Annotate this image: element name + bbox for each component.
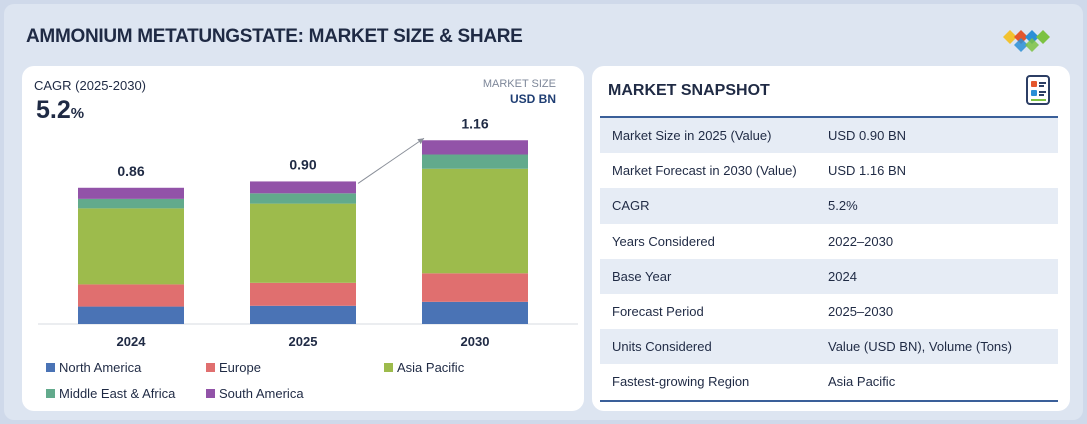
snapshot-row: Market Forecast in 2030 (Value) USD 1.16 … (600, 153, 1058, 189)
brand-logo-icon (1003, 30, 1050, 52)
legend-item: North America (46, 360, 141, 375)
snapshot-key: Years Considered (612, 233, 715, 249)
legend-item: South America (206, 386, 304, 401)
snapshot-value: 2025–2030 (828, 304, 894, 320)
cagr-number: 5.2 (36, 96, 71, 124)
x-tick-2025: 2025 (289, 334, 318, 349)
snapshot-key: Forecast Period (612, 304, 704, 320)
snapshot-key: CAGR (612, 198, 650, 214)
snapshot-key: Fastest-growing Region (612, 374, 750, 390)
snapshot-value: 5.2% (828, 198, 858, 214)
snapshot-key: Market Size in 2025 (Value) (612, 128, 772, 144)
snapshot-key: Base Year (612, 268, 672, 284)
bar-segment-2025-1 (250, 282, 356, 306)
page-title: AMMONIUM METATUNGSTATE: MARKET SIZE & SH… (26, 26, 523, 47)
cagr-value: 5.2% (36, 96, 84, 125)
x-tick-2024: 2024 (117, 334, 147, 349)
report-document-icon (1026, 75, 1050, 105)
snapshot-row: Market Size in 2025 (Value) USD 0.90 BN (600, 118, 1058, 154)
bar-segment-2025-4 (250, 181, 356, 194)
market-size-unit: USD BN (509, 92, 556, 106)
bar-segment-2030-0 (422, 301, 528, 324)
snapshot-row: Base Year 2024 (600, 258, 1058, 294)
legend-label: South America (219, 386, 304, 401)
bar-segment-2025-2 (250, 203, 356, 283)
legend-item: Asia Pacific (384, 360, 464, 375)
chart-legend: North America Europe Asia Pacific Middle Ea… (46, 356, 566, 410)
snapshot-row: Units Considered Value (USD BN), Volume (… (600, 329, 1058, 365)
legend-swatch (206, 389, 215, 398)
legend-swatch (46, 363, 55, 372)
bar-segment-2024-4 (78, 187, 184, 199)
bar-segment-2030-3 (422, 154, 528, 169)
legend-swatch (384, 363, 393, 372)
snapshot-value: 2022–2030 (828, 233, 894, 249)
snapshot-value: Asia Pacific (828, 374, 896, 390)
bar-segment-2024-3 (78, 198, 184, 209)
legend-swatch (46, 389, 55, 398)
legend-label: Middle East & Africa (59, 386, 176, 401)
snapshot-row: Fastest-growing Region Asia Pacific (600, 364, 1058, 400)
cagr-percent-sign: % (70, 105, 85, 122)
snapshot-row: Forecast Period 2025–2030 (600, 293, 1058, 330)
snapshot-key: Market Forecast in 2030 (Value) (612, 163, 797, 179)
snapshot-value: USD 1.16 BN (828, 163, 907, 179)
total-label-2025: 0.90 (289, 156, 316, 172)
snapshot-title: MARKET SNAPSHOT (608, 82, 770, 99)
snapshot-value: Value (USD BN), Volume (Tons) (828, 339, 1012, 355)
bar-segment-2030-1 (422, 273, 528, 302)
legend-item: Europe (206, 360, 261, 375)
bar-segment-2024-0 (78, 306, 184, 324)
x-tick-2030: 2030 (461, 334, 490, 349)
snapshot-row: CAGR 5.2% (600, 188, 1058, 224)
cagr-label: CAGR (2025-2030) (34, 78, 146, 93)
total-label-2024: 0.86 (117, 163, 144, 179)
legend-label: North America (59, 360, 142, 375)
legend-swatch (206, 363, 215, 372)
bar-segment-2030-4 (422, 140, 528, 155)
stacked-bar-chart: 0.86 2024 0.90 2025 1.16 2030 (38, 115, 578, 349)
snapshot-table: Market Size in 2025 (Value) USD 0.90 BN Ma… (600, 116, 1058, 402)
growth-arrow (357, 137, 425, 184)
bar-segment-2024-2 (78, 208, 184, 285)
bar-segment-2030-2 (422, 168, 528, 274)
snapshot-key: Units Considered (612, 339, 712, 355)
bar-segment-2025-0 (250, 305, 356, 324)
legend-item: Middle East & Africa (46, 386, 175, 401)
snapshot-value: USD 0.90 BN (828, 128, 907, 144)
snapshot-value: 2024 (828, 268, 857, 284)
legend-label: Asia Pacific (397, 360, 465, 375)
market-snapshot-panel: MARKET SNAPSHOT Market Size in 2025 (Val… (592, 66, 1070, 411)
chart-panel: CAGR (2025-2030) 5.2% MARKET SIZE USD BN… (22, 66, 584, 411)
bar-segment-2024-1 (78, 284, 184, 307)
snapshot-row: Years Considered 2022–2030 (600, 223, 1058, 259)
market-size-label: MARKET SIZE (482, 78, 556, 90)
bar-segment-2025-3 (250, 193, 356, 204)
legend-label: Europe (219, 360, 261, 375)
total-label-2030: 1.16 (461, 115, 488, 131)
